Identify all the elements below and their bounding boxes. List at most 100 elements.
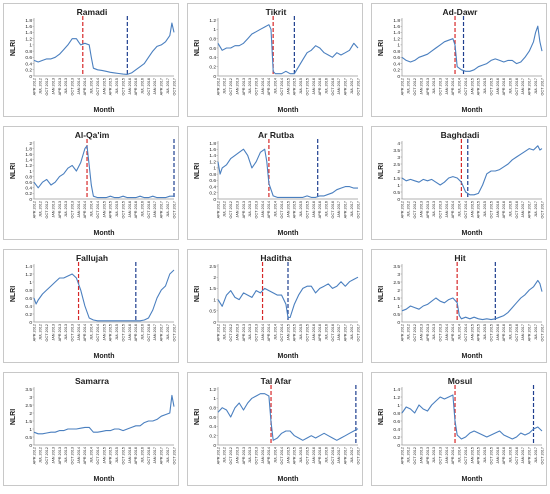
x-tick-label: JUL 2016	[140, 78, 144, 94]
x-tick-label: JUL 2013	[248, 324, 252, 340]
x-tick-label: JAN 2015	[286, 447, 290, 464]
x-tick-label: OCT 2012	[45, 324, 49, 341]
x-tick-label: JAN 2014	[77, 201, 81, 218]
x-tick-label: JUL 2017	[534, 201, 538, 217]
y-tick-label: 1.5	[25, 419, 32, 425]
x-tick-label: JAN 2013	[51, 201, 55, 218]
x-tick-label: JAN 2013	[419, 447, 423, 464]
x-tick-label: JUL 2016	[508, 447, 512, 463]
x-tick-label: APR 2014	[83, 447, 87, 464]
x-tick-label: APR 2016	[318, 447, 322, 464]
y-tick-label: 0.8	[209, 172, 216, 178]
x-tick-label: JUL 2017	[350, 78, 354, 94]
x-tick-label: JAN 2017	[521, 201, 525, 218]
x-tick-label: JUL 2012	[223, 447, 227, 463]
x-tick-label: JAN 2016	[128, 447, 132, 464]
y-tick-label: 1	[213, 297, 216, 303]
x-tick-label: APR 2013	[242, 78, 246, 95]
x-tick-label: JAN 2013	[419, 78, 423, 95]
x-tick-label: JUL 2012	[407, 324, 411, 340]
y-tick-label: 4	[397, 141, 400, 147]
y-tick-label: 1.6	[25, 24, 32, 30]
y-tick-label: 1.4	[393, 387, 400, 393]
x-tick-label: OCT 2012	[413, 447, 417, 464]
y-tick-label: 2.5	[393, 280, 400, 286]
chart-title: Tikrit	[266, 7, 287, 17]
y-tick-label: 0.4	[393, 61, 400, 67]
x-tick-label: OCT 2014	[280, 201, 284, 218]
chart-title: Ad-Dawr	[443, 7, 479, 17]
x-tick-label: OCT 2014	[280, 78, 284, 95]
x-tick-label: APR 2015	[109, 447, 113, 464]
x-tick-label: JAN 2015	[470, 78, 474, 95]
y-tick-label: 2	[29, 411, 32, 417]
y-axis-label: NLRI	[378, 40, 385, 56]
x-tick-label: JUL 2013	[64, 201, 68, 217]
x-tick-label: OCT 2015	[305, 324, 309, 341]
x-tick-label: APR 2014	[451, 324, 455, 341]
x-tick-label: OCT 2013	[438, 78, 442, 95]
y-tick-label: 1	[397, 183, 400, 189]
x-tick-label: JUL 2017	[166, 201, 170, 217]
x-axis-label: Month	[462, 476, 483, 483]
x-tick-label: JAN 2014	[445, 447, 449, 464]
x-tick-label: JUL 2013	[432, 78, 436, 94]
y-tick-label: 2.5	[393, 162, 400, 168]
x-tick-label: OCT 2014	[280, 324, 284, 341]
chart-title: Ar Rutba	[258, 130, 294, 140]
x-tick-label: APR 2013	[426, 324, 430, 341]
y-tick-label: 0.2	[393, 435, 400, 441]
x-tick-label: APR 2016	[134, 201, 138, 218]
x-tick-label: APR 2015	[293, 447, 297, 464]
y-tick-label: 1.4	[209, 153, 216, 159]
chart-title: Haditha	[260, 253, 291, 263]
x-tick-label: JAN 2015	[470, 201, 474, 218]
y-axis-label: NLRI	[10, 163, 17, 179]
y-tick-label: 1	[397, 43, 400, 49]
x-tick-label: JUL 2017	[534, 78, 538, 94]
y-tick-label: 0.6	[209, 178, 216, 184]
x-tick-label: OCT 2016	[147, 324, 151, 341]
chart-title: Ramadi	[77, 7, 108, 17]
x-tick-label: JUL 2013	[432, 324, 436, 340]
x-tick-label: JUL 2014	[458, 324, 462, 340]
x-tick-label: JUL 2012	[39, 201, 43, 217]
x-tick-label: JUL 2017	[350, 201, 354, 217]
series-line	[217, 148, 358, 198]
x-tick-label: JUL 2013	[64, 447, 68, 463]
x-tick-label: OCT 2017	[172, 78, 176, 95]
chart-panel: Ramadi 0 0.2 0.4 0.6 0.8 1 1.2 1.4 1.6 1.8 NLRI APR …	[3, 3, 179, 117]
x-tick-label: JAN 2015	[286, 324, 290, 341]
x-tick-label: JAN 2015	[102, 78, 106, 95]
x-tick-label: JAN 2013	[419, 324, 423, 341]
y-tick-label: 0	[397, 197, 400, 203]
x-tick-label: JAN 2016	[312, 447, 316, 464]
x-tick-label: APR 2015	[109, 78, 113, 95]
x-tick-label: APR 2017	[344, 201, 348, 218]
y-tick-label: 0.5	[25, 435, 32, 441]
x-tick-label: APR 2012	[32, 447, 36, 464]
y-tick-label: 1	[29, 280, 32, 286]
chart-title: Tal Afar	[261, 376, 292, 386]
chart-title: Hit	[454, 253, 466, 263]
y-axis-label: NLRI	[194, 40, 201, 56]
x-tick-label: OCT 2017	[172, 201, 176, 218]
x-tick-label: APR 2014	[451, 201, 455, 218]
x-tick-label: APR 2014	[267, 78, 271, 95]
x-tick-label: JAN 2017	[337, 447, 341, 464]
x-tick-label: JUL 2014	[274, 78, 278, 94]
x-tick-label: OCT 2014	[464, 78, 468, 95]
x-tick-label: APR 2017	[160, 201, 164, 218]
x-tick-label: JUL 2017	[534, 324, 538, 340]
x-tick-label: APR 2016	[502, 324, 506, 341]
x-tick-label: OCT 2017	[356, 201, 360, 218]
x-tick-label: OCT 2015	[121, 78, 125, 95]
x-tick-label: APR 2014	[267, 201, 271, 218]
x-tick-label: JUL 2014	[458, 447, 462, 463]
x-tick-label: JUL 2012	[39, 324, 43, 340]
y-tick-label: 0.6	[209, 46, 216, 52]
y-tick-label: 2	[397, 288, 400, 294]
x-tick-label: APR 2016	[502, 78, 506, 95]
